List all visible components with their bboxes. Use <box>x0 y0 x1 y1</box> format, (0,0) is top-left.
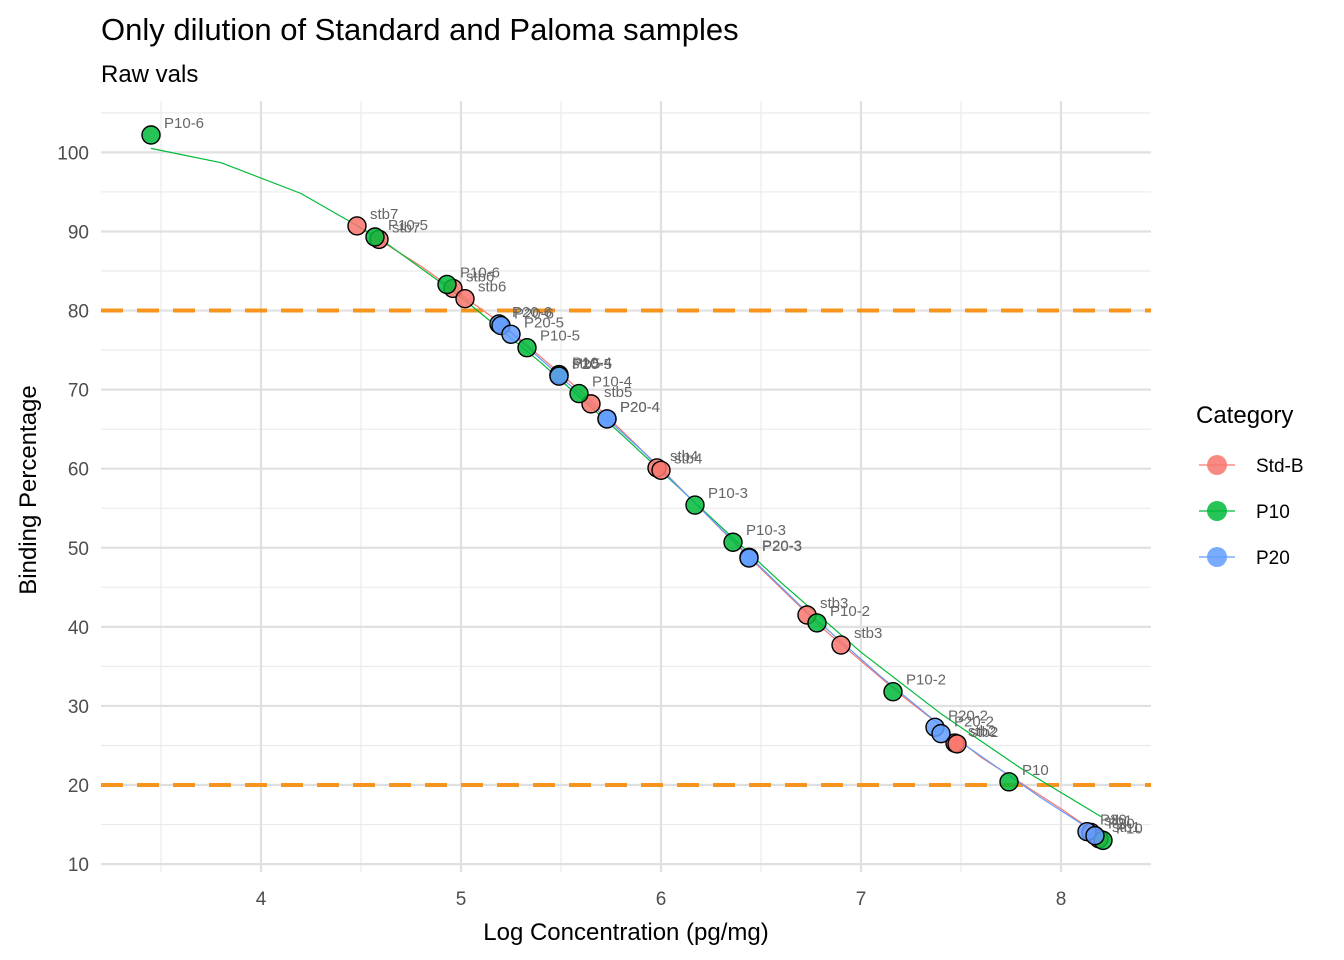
legend-key-p20 <box>1207 547 1227 567</box>
point-p20 <box>501 324 521 344</box>
data-points <box>141 125 1113 851</box>
point-label: stb6 <box>466 268 494 285</box>
point-label: stb6 <box>478 279 506 296</box>
legend-key-std-b <box>1207 455 1227 475</box>
point-label: stb2 <box>968 723 996 740</box>
point-p10 <box>569 383 589 404</box>
y-axis-ticks: 10 20 30 40 50 60 70 80 90 100 <box>57 143 89 876</box>
fit-curve-p10 <box>150 147 1102 818</box>
x-axis-title: Log Concentration (pg/mg) <box>483 919 769 946</box>
point-p20 <box>1085 825 1105 846</box>
point-label: stb7 <box>370 206 398 223</box>
point-label: P10-5 <box>388 217 428 234</box>
y-tick-label: 50 <box>68 539 89 560</box>
point-p20 <box>597 409 617 429</box>
legend-key-p10 <box>1207 501 1227 521</box>
point-std-b <box>947 734 967 754</box>
point-p10 <box>883 682 903 702</box>
point-label: P10-2 <box>830 603 870 620</box>
x-tick-label: 6 <box>656 889 667 910</box>
point-label: P10-4 <box>592 374 632 391</box>
legend-label: P10 <box>1256 502 1290 523</box>
legend-label: Std-B <box>1256 456 1304 477</box>
point-label: P20-5 <box>572 356 612 373</box>
point-p10 <box>807 613 827 633</box>
point-label: P10 <box>1022 762 1049 779</box>
point-label: stb3 <box>854 625 882 642</box>
y-tick-label: 100 <box>57 143 89 164</box>
point-p10 <box>685 495 705 515</box>
point-label: P20-3 <box>762 537 802 554</box>
point-label: stb1 <box>1112 819 1140 836</box>
x-tick-label: 8 <box>1056 889 1067 910</box>
point-std-b <box>651 460 671 480</box>
chart-title: Only dilution of Standard and Paloma sam… <box>101 12 739 47</box>
point-label: P10-6 <box>164 115 204 132</box>
point-label: P20 <box>1100 812 1127 829</box>
point-label: P20-4 <box>620 399 660 416</box>
point-label: stb7 <box>392 219 420 236</box>
point-label: stb3 <box>820 595 848 612</box>
point-std-b <box>347 216 367 236</box>
point-label: stb2 <box>970 724 998 741</box>
y-tick-label: 20 <box>68 776 89 797</box>
grid <box>101 101 1151 872</box>
y-tick-label: 80 <box>68 302 89 323</box>
point-label: P20-5 <box>524 314 564 331</box>
point-label: P20-6 <box>512 304 552 321</box>
point-label: stb4 <box>670 448 698 465</box>
fit-curves <box>150 147 1102 837</box>
point-p20 <box>739 548 759 568</box>
point-label: P20 <box>1108 816 1135 833</box>
point-label: P10-2 <box>906 672 946 689</box>
point-label: stb5 <box>572 355 600 372</box>
y-tick-label: 60 <box>68 460 89 481</box>
reference-lines <box>101 308 1151 788</box>
chart-subtitle: Raw vals <box>101 61 198 88</box>
point-label: P20-2 <box>954 714 994 731</box>
y-axis-title: Binding Percentage <box>15 385 42 594</box>
point-p10 <box>437 274 457 295</box>
point-label: P10 <box>1116 820 1143 837</box>
point-p10 <box>141 125 161 145</box>
point-label: stb5 <box>604 384 632 401</box>
point-label: P20-6 <box>514 306 554 323</box>
point-label: P10-6 <box>460 264 500 281</box>
y-tick-label: 30 <box>68 697 89 718</box>
y-tick-label: 90 <box>68 222 89 243</box>
point-label: P10-5 <box>540 328 580 345</box>
y-tick-label: 10 <box>68 855 89 876</box>
point-label: stb4 <box>674 450 702 467</box>
y-tick-label: 40 <box>68 618 89 639</box>
legend-label: P20 <box>1256 548 1290 569</box>
x-axis-ticks: 4 5 6 7 8 <box>256 889 1067 910</box>
point-p20 <box>931 723 951 744</box>
point-label: P20-4 <box>620 399 660 416</box>
legend: Category Std-B P10 P20 <box>1196 402 1304 569</box>
point-p10 <box>517 338 537 358</box>
legend-title: Category <box>1196 402 1293 429</box>
point-std-b <box>455 288 475 309</box>
point-label: P10-4 <box>572 355 612 372</box>
point-label: P10-3 <box>746 522 786 539</box>
point-p10 <box>723 532 743 552</box>
point-std-b <box>831 635 851 655</box>
x-tick-label: 4 <box>256 889 267 910</box>
x-tick-label: 7 <box>856 889 867 910</box>
point-label: P20-3 <box>762 538 802 555</box>
y-tick-label: 70 <box>68 381 89 402</box>
point-p10 <box>365 227 385 247</box>
x-tick-label: 5 <box>456 889 467 910</box>
fit-curve-std-b <box>356 225 1102 837</box>
point-label: P10-3 <box>708 485 748 502</box>
point-p20 <box>549 366 569 386</box>
point-label: stb1 <box>1104 812 1132 829</box>
point-p10 <box>999 772 1019 792</box>
point-label: P20-2 <box>948 707 988 724</box>
